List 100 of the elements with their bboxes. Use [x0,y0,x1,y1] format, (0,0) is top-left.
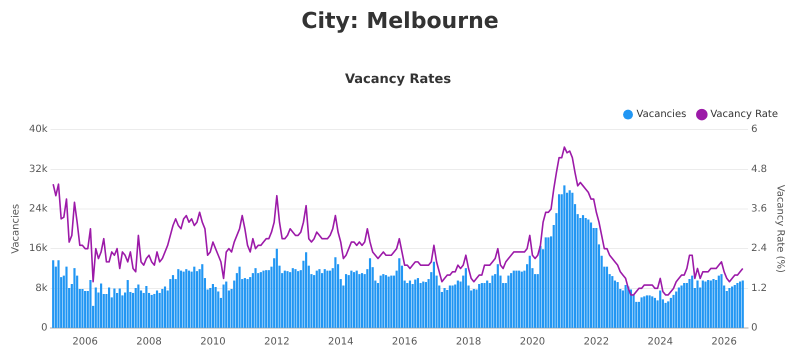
bar [350,270,352,328]
bar [380,276,382,328]
bar [515,270,518,328]
bar [664,302,667,328]
bar [448,286,451,328]
bar [382,274,384,328]
bar [544,237,547,328]
bar [108,287,110,328]
bar [182,272,185,328]
bar [145,286,148,328]
bar [595,228,598,328]
bar [254,268,257,328]
bar [707,280,710,328]
bar [209,288,212,328]
bar [424,282,428,328]
bar [398,258,400,328]
bar [169,279,172,328]
x-tick-label: 2022 [584,336,610,348]
bar [563,185,566,328]
bar [289,272,292,328]
bar [712,279,715,328]
bar [73,268,76,328]
bar [446,290,448,328]
chart-subtitle: Vacancy Rates [344,72,452,88]
bar [496,264,499,328]
bar [156,290,158,328]
bar [222,284,225,328]
x-tick-label: 2020 [520,336,546,348]
x-tick-label: 2008 [136,336,162,348]
legend-label: Vacancies [636,109,686,120]
bar [286,271,289,328]
bar [329,270,332,328]
bar [579,218,582,328]
bar [678,287,680,328]
bar [126,280,129,328]
bar [640,297,643,328]
y2-tick-label: 4.8 [751,164,768,175]
bar [118,288,121,328]
bar [704,282,707,328]
bar [262,270,265,328]
y-tick-label: 24k [29,204,48,215]
bar [89,280,92,328]
y2-tick-label: 6 [751,124,758,136]
bar [590,222,592,328]
bar [238,266,241,328]
bar [670,298,672,328]
bar [318,269,321,328]
bar [388,276,390,328]
bar [736,283,739,328]
bar [153,294,156,328]
bar [100,284,102,328]
bar [408,280,412,328]
bar [57,260,60,328]
bar [742,280,744,328]
bar [584,218,587,328]
bar [137,284,140,328]
bar [305,252,308,328]
bar [260,272,262,328]
bar [654,298,656,328]
bar [472,288,475,328]
bar [507,276,510,328]
x-tick-label: 2010 [200,336,226,348]
bar [443,288,446,328]
bar [358,274,360,328]
bar [150,294,153,328]
bar [528,256,531,328]
y2-tick-label: 1.2 [751,282,768,294]
bar [321,273,324,328]
bar [246,279,249,328]
bar [568,190,571,328]
bar [265,270,268,328]
bar [739,282,742,328]
bar [456,280,459,328]
x-tick-label: 2026 [711,336,737,348]
bar [214,287,217,328]
bar [454,284,456,328]
bar [390,276,392,328]
bar [686,283,688,328]
bar [188,270,190,328]
bar [294,269,297,328]
bar [84,290,86,328]
bar [158,292,161,328]
bar [52,260,54,328]
bar [646,295,648,328]
bar [587,220,590,328]
bar [180,270,182,328]
chart-title: City: Melbourne [300,8,500,36]
bar [164,286,166,328]
bar [225,282,228,328]
y-tick-label: 0 [41,322,48,334]
bar [491,276,494,328]
bar [172,275,174,328]
bar [643,296,646,328]
x-tick-label: 2016 [392,336,418,348]
bar [582,215,584,328]
bar [201,264,204,328]
x-tick-label: 2012 [264,336,290,348]
bar [406,283,408,328]
y-axis-title: Vacancies [10,204,22,254]
bar [244,278,246,328]
